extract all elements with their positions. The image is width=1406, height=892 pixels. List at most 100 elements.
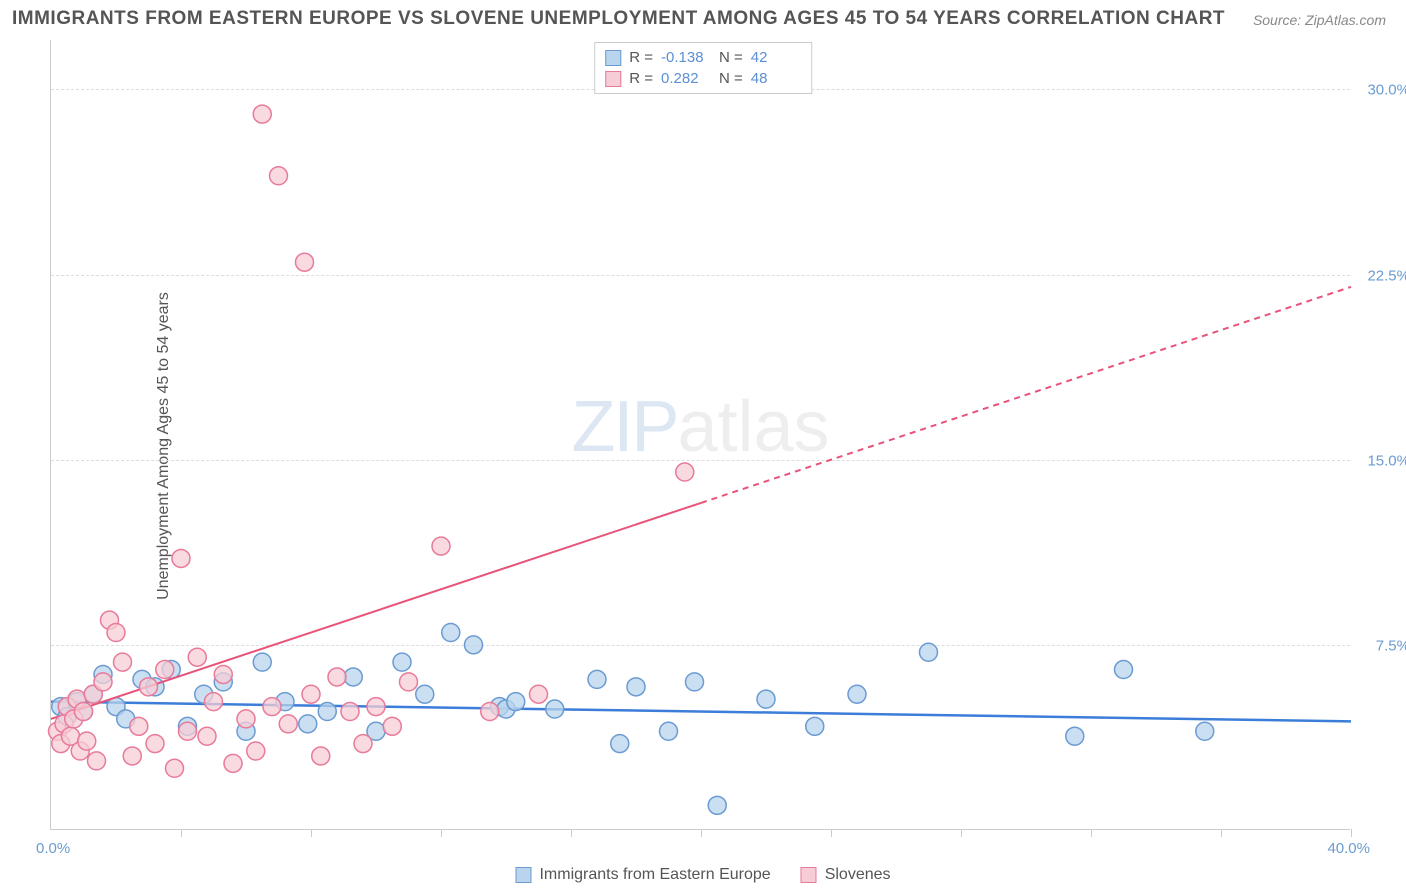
scatter-point <box>263 698 281 716</box>
y-tick-label: 30.0% <box>1367 82 1406 99</box>
scatter-point <box>1066 727 1084 745</box>
legend-swatch-1 <box>801 867 817 883</box>
scatter-point <box>166 759 184 777</box>
scatter-point <box>253 105 271 123</box>
swatch-series-0 <box>605 50 621 66</box>
r-label: R = <box>629 49 653 66</box>
r-value-1: 0.282 <box>661 70 711 87</box>
scatter-point <box>757 690 775 708</box>
n-value-0: 42 <box>751 49 801 66</box>
scatter-point <box>708 796 726 814</box>
scatter-point <box>312 747 330 765</box>
scatter-point <box>546 700 564 718</box>
scatter-point <box>188 648 206 666</box>
r-value-0: -0.138 <box>661 49 711 66</box>
scatter-point <box>107 624 125 642</box>
scatter-point <box>344 668 362 686</box>
scatter-point <box>172 549 190 567</box>
scatter-point <box>442 624 460 642</box>
scatter-point <box>400 673 418 691</box>
scatter-point <box>465 636 483 654</box>
y-tick-label: 22.5% <box>1367 267 1406 284</box>
swatch-series-1 <box>605 71 621 87</box>
x-tick <box>311 829 312 837</box>
scatter-point <box>123 747 141 765</box>
legend-item-0: Immigrants from Eastern Europe <box>515 866 770 884</box>
y-tick-label: 7.5% <box>1376 637 1406 654</box>
scatter-point <box>296 253 314 271</box>
scatter-point <box>130 717 148 735</box>
x-tick <box>441 829 442 837</box>
x-max-label: 40.0% <box>1327 840 1370 857</box>
scatter-point <box>530 685 548 703</box>
x-tick <box>961 829 962 837</box>
scatter-point <box>507 693 525 711</box>
n-value-1: 48 <box>751 70 801 87</box>
scatter-point <box>247 742 265 760</box>
trend-line-dashed <box>701 287 1351 503</box>
source-attribution: Source: ZipAtlas.com <box>1253 12 1386 28</box>
legend-label-1: Slovenes <box>825 866 891 884</box>
scatter-point <box>318 703 336 721</box>
x-tick <box>831 829 832 837</box>
scatter-point <box>806 717 824 735</box>
scatter-point <box>848 685 866 703</box>
x-tick <box>1091 829 1092 837</box>
scatter-overlay <box>51 40 1350 829</box>
x-tick <box>181 829 182 837</box>
scatter-point <box>686 673 704 691</box>
scatter-point <box>354 735 372 753</box>
scatter-point <box>611 735 629 753</box>
scatter-point <box>114 653 132 671</box>
scatter-point <box>78 732 96 750</box>
scatter-point <box>432 537 450 555</box>
legend-label-0: Immigrants from Eastern Europe <box>539 866 770 884</box>
scatter-point <box>224 754 242 772</box>
scatter-point <box>920 643 938 661</box>
legend-swatch-0 <box>515 867 531 883</box>
x-tick <box>701 829 702 837</box>
scatter-point <box>205 693 223 711</box>
legend-item-1: Slovenes <box>801 866 891 884</box>
scatter-point <box>393 653 411 671</box>
scatter-point <box>270 167 288 185</box>
x-tick <box>1351 829 1352 837</box>
n-label: N = <box>719 49 743 66</box>
scatter-point <box>140 678 158 696</box>
scatter-point <box>198 727 216 745</box>
r-label: R = <box>629 70 653 87</box>
scatter-point <box>214 665 232 683</box>
scatter-point <box>627 678 645 696</box>
scatter-point <box>1196 722 1214 740</box>
bottom-legend: Immigrants from Eastern Europe Slovenes <box>515 866 890 884</box>
correlation-row-0: R = -0.138 N = 42 <box>605 47 801 68</box>
chart-title: IMMIGRANTS FROM EASTERN EUROPE VS SLOVEN… <box>12 8 1225 30</box>
scatter-point <box>481 703 499 721</box>
correlation-row-1: R = 0.282 N = 48 <box>605 68 801 89</box>
chart-container: IMMIGRANTS FROM EASTERN EUROPE VS SLOVEN… <box>0 0 1406 892</box>
correlation-legend: R = -0.138 N = 42 R = 0.282 N = 48 <box>594 42 812 94</box>
x-tick <box>1221 829 1222 837</box>
scatter-point <box>279 715 297 733</box>
scatter-point <box>88 752 106 770</box>
scatter-point <box>237 710 255 728</box>
x-tick <box>571 829 572 837</box>
y-tick-label: 15.0% <box>1367 452 1406 469</box>
scatter-point <box>328 668 346 686</box>
scatter-point <box>367 698 385 716</box>
n-label: N = <box>719 70 743 87</box>
plot-area: ZIPatlas 7.5%15.0%22.5%30.0% 0.0% 40.0% <box>50 40 1350 830</box>
scatter-point <box>156 661 174 679</box>
scatter-point <box>383 717 401 735</box>
scatter-point <box>588 670 606 688</box>
scatter-point <box>676 463 694 481</box>
scatter-point <box>94 673 112 691</box>
scatter-point <box>299 715 317 733</box>
scatter-point <box>416 685 434 703</box>
scatter-point <box>75 703 93 721</box>
scatter-point <box>253 653 271 671</box>
scatter-point <box>146 735 164 753</box>
x-origin-label: 0.0% <box>36 840 70 857</box>
scatter-point <box>302 685 320 703</box>
scatter-point <box>341 703 359 721</box>
